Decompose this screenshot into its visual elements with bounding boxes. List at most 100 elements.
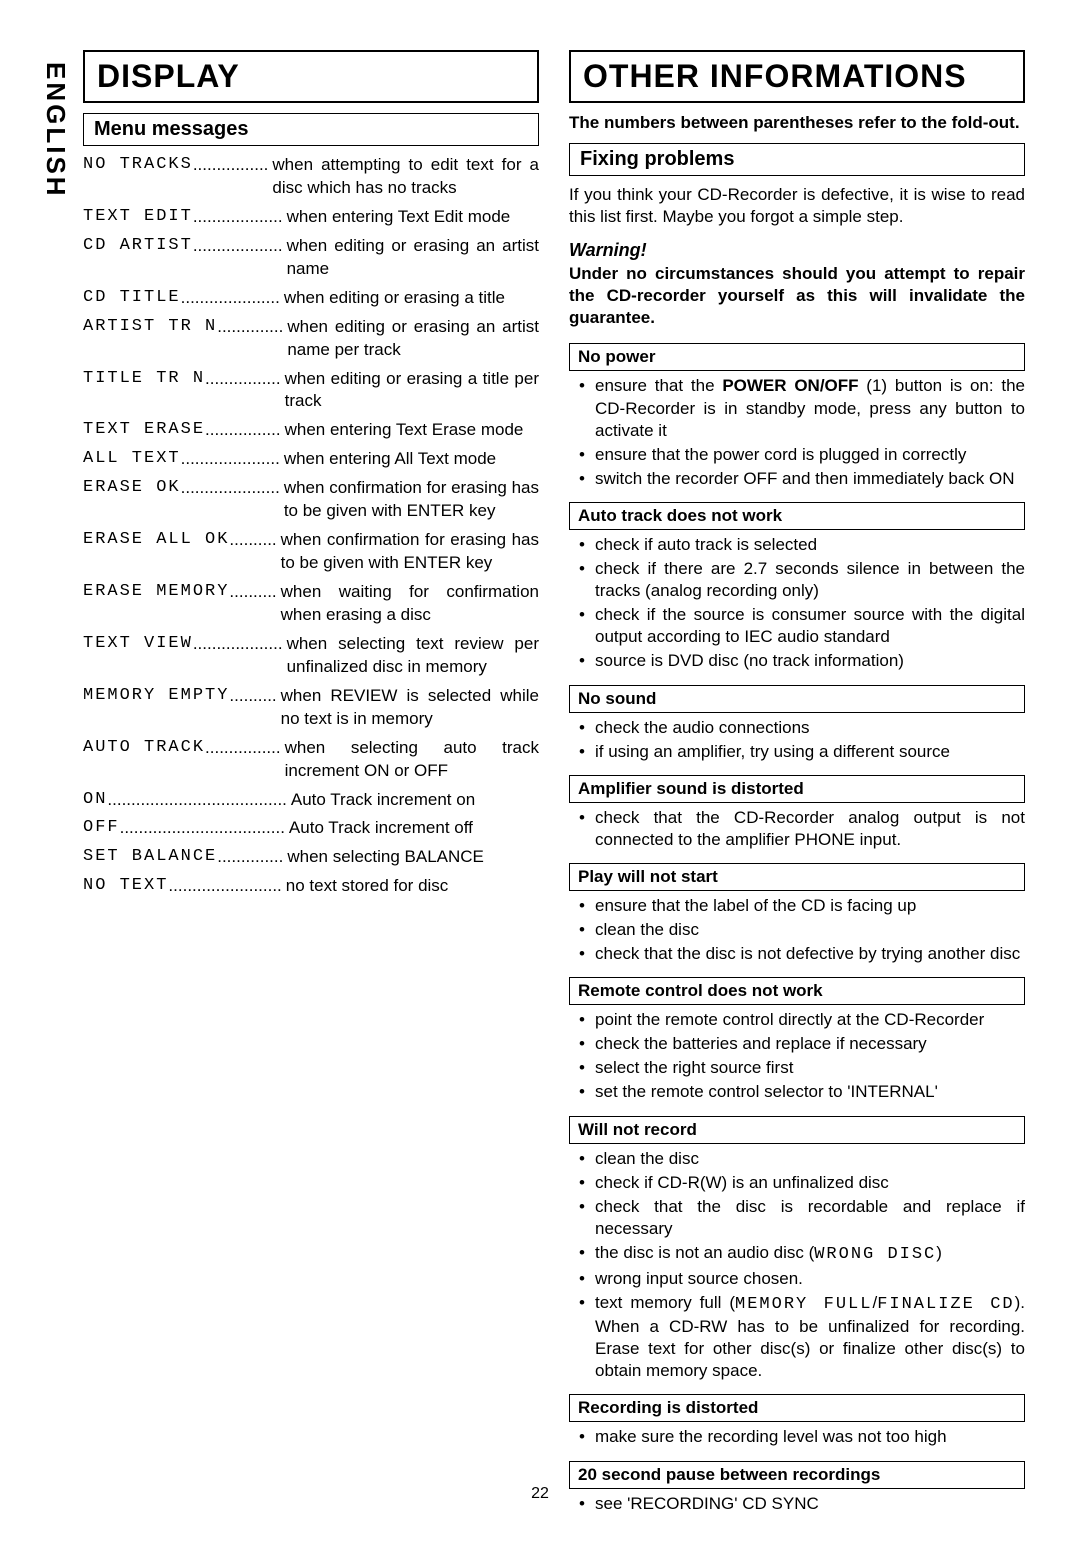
bullet-item: ensure that the label of the CD is facin… [595,895,1025,917]
bullet-item: check the audio connections [595,717,1025,739]
problem-title: Recording is distorted [569,1394,1025,1422]
menu-term: OFF [83,817,120,840]
bullet-item: check if the source is consumer source w… [595,604,1025,648]
menu-dots: ................ [205,368,281,391]
other-info-section-title: OTHER INFORMATIONS [569,50,1025,103]
menu-desc: when entering All Text mode [280,448,539,471]
menu-row: OFF...................................Au… [83,817,539,840]
bullet-item: ensure that the POWER ON/OFF (1) button … [595,375,1025,441]
bullet-item: make sure the recording level was not to… [595,1426,1025,1448]
bullet-list: make sure the recording level was not to… [569,1426,1025,1448]
menu-row: SET BALANCE..............when selecting … [83,846,539,869]
menu-row: AUTO TRACK................when selecting… [83,737,539,783]
menu-term: NO TRACKS [83,154,193,177]
warning-body: Under no circumstances should you attemp… [569,263,1025,329]
menu-row: ERASE ALL OK..........when confirmation … [83,529,539,575]
menu-dots: ..................... [181,287,280,310]
bullet-item: clean the disc [595,1148,1025,1170]
bullet-item: check the batteries and replace if neces… [595,1033,1025,1055]
menu-row: ERASE MEMORY..........when waiting for c… [83,581,539,627]
menu-row: CD ARTIST...................when editing… [83,235,539,281]
display-section-title: DISPLAY [83,50,539,103]
menu-dots: ..................... [181,477,280,500]
menu-term: ARTIST TR N [83,316,217,339]
menu-dots: ................................... [120,817,285,840]
page-content: DISPLAY Menu messages NO TRACKS.........… [0,0,1080,1557]
problem-block: Play will not start ensure that the label… [569,863,1025,965]
menu-row: ERASE OK.....................when confir… [83,477,539,523]
bullet-item: clean the disc [595,919,1025,941]
page-number: 22 [0,1485,1080,1503]
menu-dots: .............. [217,316,283,339]
problem-block: Auto track does not work check if auto tr… [569,502,1025,673]
warning-title: Warning! [569,240,1025,261]
bullet-item: if using an amplifier, try using a diffe… [595,741,1025,763]
menu-desc: when confirmation for erasing has to be … [277,529,539,575]
menu-dots: .......... [229,581,276,604]
menu-row: TEXT ERASE................when entering … [83,419,539,442]
menu-messages-list: NO TRACKS................ when attempting… [83,154,539,898]
menu-desc: when editing or erasing a title per trac… [281,368,539,414]
menu-term: ERASE ALL OK [83,529,229,552]
bullet-list: check that the CD-Recorder analog output… [569,807,1025,851]
menu-desc: when entering Text Erase mode [281,419,539,442]
bullet-list: check the audio connectionsif using an a… [569,717,1025,763]
bullet-list: check if auto track is selected check if … [569,534,1025,673]
menu-dots: .......... [229,529,276,552]
menu-row: ALL TEXT.....................when enteri… [83,448,539,471]
menu-dots: ........................ [168,875,281,898]
problem-title: Amplifier sound is distorted [569,775,1025,803]
problem-title: Play will not start [569,863,1025,891]
menu-term: TEXT EDIT [83,206,193,229]
bullet-item: check if CD-R(W) is an unfinalized disc [595,1172,1025,1194]
bullet-item: switch the recorder OFF and then immedia… [595,468,1025,490]
menu-messages-title: Menu messages [83,113,539,146]
bullet-item: source is DVD disc (no track information… [595,650,1025,672]
menu-term: ERASE MEMORY [83,581,229,604]
left-column: DISPLAY Menu messages NO TRACKS.........… [83,50,539,1527]
fixing-problems-title: Fixing problems [569,143,1025,176]
problem-title: Remote control does not work [569,977,1025,1005]
bullet-item: check that the CD-Recorder analog output… [595,807,1025,851]
bullet-item: check that the disc is recordable and re… [595,1196,1025,1240]
bullet-item: wrong input source chosen. [595,1268,1025,1290]
bullet-item: point the remote control directly at the… [595,1009,1025,1031]
bullet-item: select the right source first [595,1057,1025,1079]
menu-dots: ................... [193,235,283,258]
menu-term: AUTO TRACK [83,737,205,760]
menu-row: TEXT VIEW...................when selecti… [83,633,539,679]
menu-dots: ................ [205,419,281,442]
menu-row: MEMORY EMPTY..........when REVIEW is sel… [83,685,539,731]
bullet-item: check that the disc is not defective by … [595,943,1025,965]
menu-term: SET BALANCE [83,846,217,869]
problem-title: Auto track does not work [569,502,1025,530]
menu-desc: when entering Text Edit mode [283,206,539,229]
problems-list: No power ensure that the POWER ON/OFF (1)… [569,343,1025,1514]
menu-desc: when waiting for confirmation when erasi… [277,581,539,627]
menu-term: CD ARTIST [83,235,193,258]
menu-row: ON......................................… [83,789,539,812]
menu-desc: when confirmation for erasing has to be … [280,477,539,523]
menu-term: ERASE OK [83,477,181,500]
menu-term: TITLE TR N [83,368,205,391]
fixing-problems-intro: If you think your CD-Recorder is defecti… [569,184,1025,228]
problem-block: No power ensure that the POWER ON/OFF (1)… [569,343,1025,489]
menu-dots: .......... [229,685,276,708]
menu-dots: ...................................... [107,789,286,812]
menu-dots: .............. [217,846,283,869]
menu-row: TITLE TR N................when editing o… [83,368,539,414]
bullet-item: ensure that the power cord is plugged in… [595,444,1025,466]
bullet-item: check if auto track is selected [595,534,1025,556]
problem-title: No power [569,343,1025,371]
bullet-list: ensure that the label of the CD is facin… [569,895,1025,965]
problem-title: No sound [569,685,1025,713]
menu-desc: when selecting auto track increment ON o… [281,737,539,783]
problem-block: No sound check the audio connectionsif us… [569,685,1025,763]
menu-desc: when attempting to edit text for a disc … [268,154,539,200]
menu-term: TEXT VIEW [83,633,193,656]
bullet-item: text memory full (MEMORY FULL/FINALIZE C… [595,1292,1025,1382]
menu-desc: when REVIEW is selected while no text is… [277,685,539,731]
right-column: OTHER INFORMATIONS The numbers between p… [569,50,1025,1527]
problem-block: Amplifier sound is distorted check that t… [569,775,1025,851]
menu-desc: when selecting BALANCE [283,846,539,869]
